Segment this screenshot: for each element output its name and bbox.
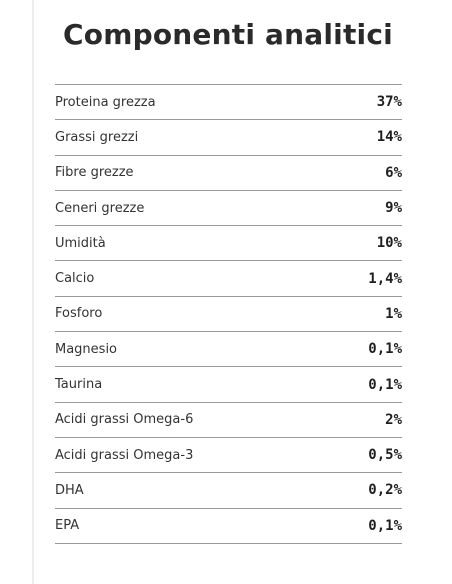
row-label: Acidi grassi Omega-6	[55, 412, 194, 428]
row-value: 0,1%	[368, 376, 402, 393]
row-label: Taurina	[55, 377, 103, 393]
table-row: Fosforo 1%	[55, 297, 402, 333]
table-row: Fibre grezze 6%	[55, 156, 402, 191]
table-row: Grassi grezzi 14%	[55, 120, 402, 156]
table-row: EPA 0,1%	[55, 509, 402, 544]
row-value: 2%	[385, 411, 402, 428]
table-row: Magnesio 0,1%	[55, 332, 402, 368]
row-value: 1%	[385, 305, 402, 322]
row-value: 1,4%	[368, 270, 402, 287]
row-value: 6%	[385, 164, 402, 181]
row-label: Umidità	[55, 235, 106, 251]
row-label: Proteina grezza	[55, 94, 156, 110]
row-value: 14%	[376, 129, 402, 146]
table-row: Calcio 1,4%	[55, 261, 402, 297]
analytic-components-table: Proteina grezza 37% Grassi grezzi 14% Fi…	[55, 84, 402, 544]
row-label: Acidi grassi Omega-3	[55, 447, 194, 463]
table-row: Proteina grezza 37%	[55, 85, 402, 121]
row-value: 37%	[376, 94, 402, 111]
row-label: Fosforo	[55, 306, 103, 322]
row-value: 0,1%	[368, 341, 402, 358]
table-row: DHA 0,2%	[55, 473, 402, 509]
row-label: EPA	[55, 518, 80, 534]
row-label: Ceneri grezze	[55, 200, 145, 216]
table-row: Taurina 0,1%	[55, 367, 402, 403]
row-label: Fibre grezze	[55, 165, 134, 181]
row-label: Grassi grezzi	[55, 129, 139, 145]
page-title: Componenti analitici	[63, 18, 393, 51]
row-value: 0,1%	[368, 517, 402, 534]
row-label: Calcio	[55, 271, 95, 287]
row-value: 0,2%	[368, 482, 402, 499]
row-value: 10%	[376, 235, 402, 252]
table-row: Umidità 10%	[55, 226, 402, 262]
left-divider	[32, 0, 34, 584]
row-label: DHA	[55, 482, 84, 498]
row-value: 0,5%	[368, 447, 402, 464]
row-value: 9%	[385, 200, 402, 217]
table-row: Ceneri grezze 9%	[55, 191, 402, 227]
row-label: Magnesio	[55, 341, 118, 357]
table-row: Acidi grassi Omega-3 0,5%	[55, 438, 402, 474]
table-row: Acidi grassi Omega-6 2%	[55, 403, 402, 438]
